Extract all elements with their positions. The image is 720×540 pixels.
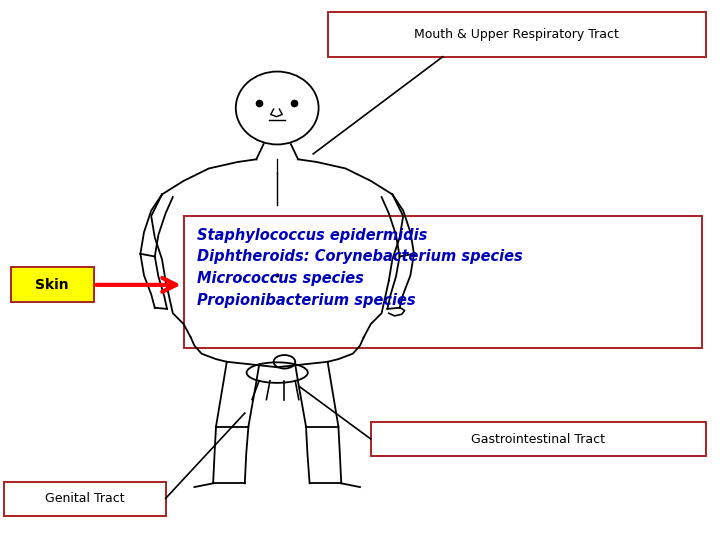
- Text: Gastrointestinal Tract: Gastrointestinal Tract: [471, 433, 606, 446]
- FancyBboxPatch shape: [328, 12, 706, 57]
- Text: Staphylococcus epidermidis
Diphtheroids: Corynebacterium species
Micrococcus spe: Staphylococcus epidermidis Diphtheroids:…: [197, 228, 522, 308]
- FancyBboxPatch shape: [4, 482, 166, 516]
- Text: Mouth & Upper Respiratory Tract: Mouth & Upper Respiratory Tract: [414, 28, 619, 41]
- FancyBboxPatch shape: [11, 267, 94, 302]
- Text: Skin: Skin: [35, 278, 69, 292]
- FancyBboxPatch shape: [371, 422, 706, 456]
- Text: Genital Tract: Genital Tract: [45, 492, 125, 505]
- FancyBboxPatch shape: [184, 216, 702, 348]
